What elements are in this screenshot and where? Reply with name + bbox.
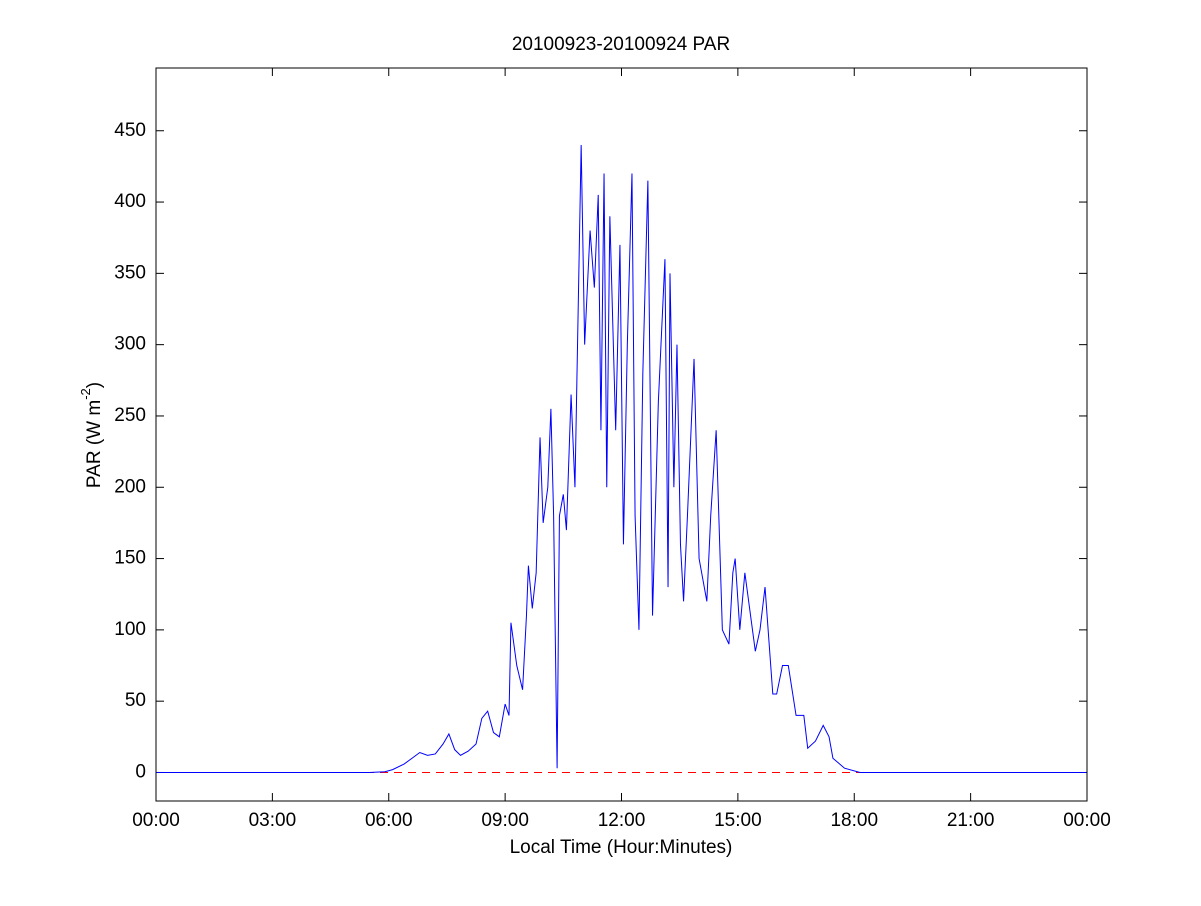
data-line [156,144,1087,773]
y-label-sup: -2 [78,388,93,400]
y-label-main: PAR (W m [84,400,105,488]
y-label-end: ) [84,382,105,388]
y-tick-label: 350 [114,262,146,283]
y-tick-label: 100 [114,619,146,640]
y-axis-label: PAR (W m-2) [78,382,105,488]
y-tick-label: 150 [114,548,146,569]
y-tick-label: 400 [114,191,146,212]
x-tick-label: 12:00 [598,810,646,831]
y-tick-label: 0 [135,761,146,782]
x-tick-label: 00:00 [132,810,180,831]
x-tick-label: 21:00 [947,810,995,831]
plot-frame [155,67,1088,802]
x-tick-label: 00:00 [1063,810,1111,831]
x-axis-label: Local Time (Hour:Minutes) [510,837,733,858]
y-tick-label: 450 [114,120,146,141]
x-tick-label: 03:00 [249,810,297,831]
y-tick-label: 300 [114,334,146,355]
x-tick-label: 09:00 [481,810,529,831]
chart-title: 20100923-20100924 PAR [512,34,730,55]
y-tick-label: 50 [125,690,146,711]
y-tick-label: 200 [114,476,146,497]
x-tick-label: 15:00 [714,810,762,831]
x-tick-label: 06:00 [365,810,413,831]
y-tick-label: 250 [114,405,146,426]
x-tick-label: 18:00 [830,810,878,831]
